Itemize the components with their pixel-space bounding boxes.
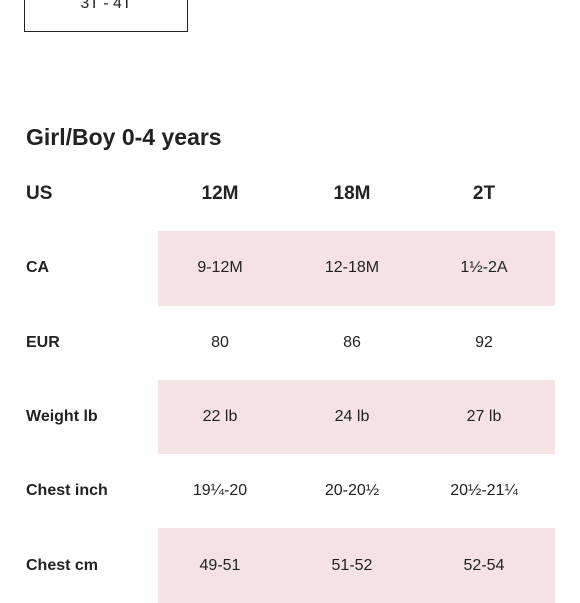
table-cell: 20-20½ — [324, 482, 380, 500]
row-band — [158, 379, 555, 455]
row-label: Chest cm — [26, 556, 99, 574]
size-option-3t-4t[interactable]: 3T - 4T — [24, 0, 188, 32]
table-cell: 51-52 — [331, 556, 373, 574]
table-row-ca: CA 9-12M 12-18M 1½-2A — [0, 231, 580, 306]
size-chart-table: US 12M 18M 2T CA 9-12M 12-18M 1½-2A EUR … — [0, 157, 580, 603]
section-title: Girl/Boy 0-4 years — [26, 124, 222, 150]
table-row-weight-lb: Weight lb 22 lb 24 lb 27 lb — [0, 379, 580, 455]
row-label: CA — [26, 259, 50, 277]
table-cell: 9-12M — [197, 259, 243, 277]
table-row-chest-cm: Chest cm 49-51 51-52 52-54 — [0, 528, 580, 603]
header-label: US — [26, 183, 53, 205]
size-option-label: 3T - 4T — [80, 0, 132, 12]
table-cell: 22 lb — [202, 408, 238, 426]
row-label: Chest inch — [26, 482, 108, 500]
table-cell: 92 — [475, 333, 493, 351]
table-cell: 24 lb — [334, 408, 370, 426]
table-header-row: US 12M 18M 2T — [0, 157, 580, 231]
table-row-chest-inch: Chest inch 19¼-20 20-20½ 20½-21¼ — [0, 454, 580, 528]
header-col-2t: 2T — [472, 183, 496, 205]
table-cell: 12-18M — [324, 259, 380, 277]
table-cell: 20½-21¼ — [450, 482, 518, 500]
row-band — [158, 231, 555, 306]
table-row-eur: EUR 80 86 92 — [0, 306, 580, 380]
table-cell: 19¼-20 — [192, 482, 248, 500]
header-col-18m: 18M — [333, 183, 371, 205]
row-label: Weight lb — [26, 408, 98, 426]
row-label: EUR — [26, 333, 60, 351]
table-cell: 52-54 — [463, 556, 505, 574]
header-col-12m: 12M — [201, 183, 239, 205]
table-cell: 27 lb — [466, 408, 502, 426]
table-cell: 1½-2A — [460, 259, 508, 277]
table-cell: 49-51 — [199, 556, 241, 574]
table-cell: 86 — [343, 333, 361, 351]
table-cell: 80 — [211, 333, 229, 351]
